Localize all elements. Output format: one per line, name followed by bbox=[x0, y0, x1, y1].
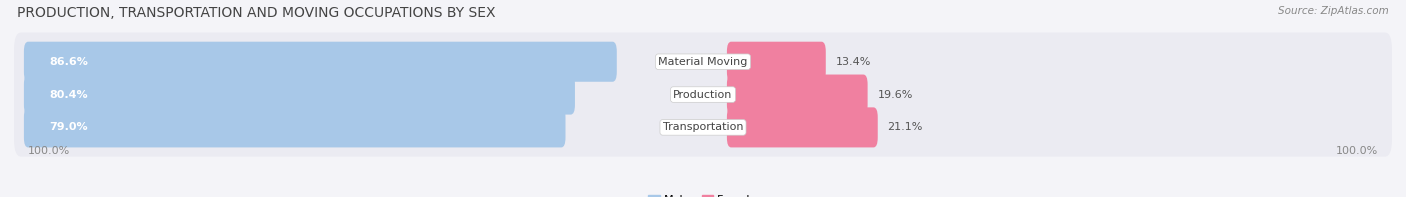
FancyBboxPatch shape bbox=[24, 42, 617, 82]
FancyBboxPatch shape bbox=[14, 98, 1392, 157]
FancyBboxPatch shape bbox=[727, 74, 868, 115]
FancyBboxPatch shape bbox=[14, 65, 1392, 124]
Text: 79.0%: 79.0% bbox=[49, 122, 87, 132]
FancyBboxPatch shape bbox=[14, 33, 1392, 91]
FancyBboxPatch shape bbox=[24, 74, 575, 115]
Text: 100.0%: 100.0% bbox=[1336, 146, 1378, 156]
Text: Transportation: Transportation bbox=[662, 122, 744, 132]
Text: 13.4%: 13.4% bbox=[835, 57, 870, 67]
Text: Production: Production bbox=[673, 90, 733, 99]
Text: PRODUCTION, TRANSPORTATION AND MOVING OCCUPATIONS BY SEX: PRODUCTION, TRANSPORTATION AND MOVING OC… bbox=[17, 6, 495, 20]
Text: Source: ZipAtlas.com: Source: ZipAtlas.com bbox=[1278, 6, 1389, 16]
Text: 21.1%: 21.1% bbox=[887, 122, 922, 132]
Text: 86.6%: 86.6% bbox=[49, 57, 89, 67]
FancyBboxPatch shape bbox=[727, 42, 825, 82]
Text: Material Moving: Material Moving bbox=[658, 57, 748, 67]
Text: 80.4%: 80.4% bbox=[49, 90, 87, 99]
FancyBboxPatch shape bbox=[24, 107, 565, 147]
Text: 19.6%: 19.6% bbox=[877, 90, 912, 99]
Legend: Male, Female: Male, Female bbox=[644, 190, 762, 197]
Text: 100.0%: 100.0% bbox=[28, 146, 70, 156]
FancyBboxPatch shape bbox=[727, 107, 877, 147]
